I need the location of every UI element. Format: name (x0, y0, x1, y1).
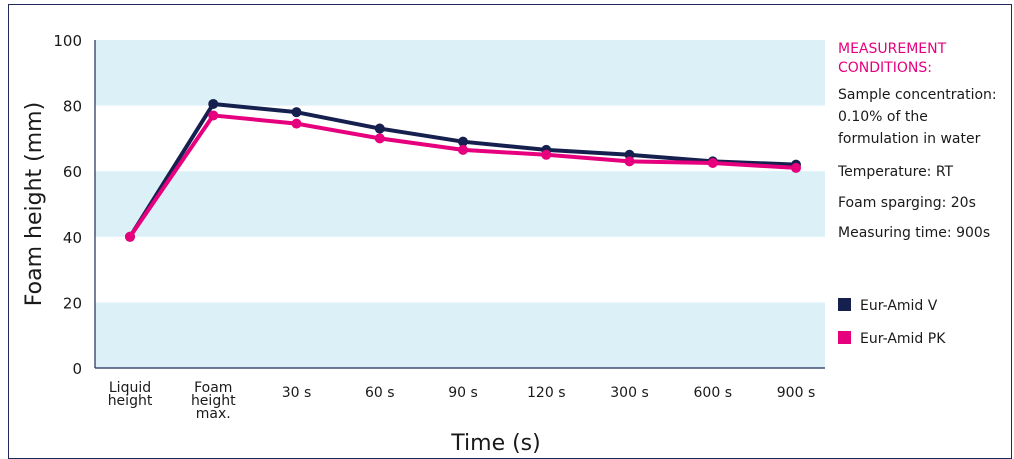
y-tick-label: 0 (72, 360, 82, 378)
notes-line-3: formulation in water (838, 131, 981, 147)
data-point (624, 156, 635, 167)
legend-swatch-eur-amid-v (838, 298, 851, 311)
y-tick-labels: 0 20 40 60 80 100 (53, 32, 82, 378)
data-point (541, 149, 552, 160)
data-point (458, 144, 468, 155)
notes-heading-line-1: MEASUREMENT (838, 41, 947, 57)
x-tick-label: 60 s (365, 385, 395, 401)
x-tick-label: 120 s (527, 385, 565, 401)
data-point (458, 136, 468, 147)
x-tick-label: max. (196, 406, 231, 422)
x-tick-label: 90 s (448, 385, 478, 401)
band-2 (95, 40, 825, 106)
x-tick-label: height (108, 393, 153, 409)
background-bands (95, 40, 825, 368)
data-point (208, 98, 219, 109)
x-tick-label: 300 s (610, 385, 648, 401)
y-tick-label: 40 (63, 229, 82, 247)
data-point (291, 118, 302, 129)
notes-line-2: 0.10% of the (838, 109, 928, 125)
data-point (707, 158, 718, 168)
y-tick-label: 20 (63, 294, 82, 312)
data-point (374, 133, 385, 144)
x-tick-label: 600 s (694, 385, 732, 401)
axes (94, 40, 825, 369)
x-tick-label: Foam (194, 380, 232, 396)
legend: Eur-Amid V Eur-Amid PK (838, 298, 946, 347)
x-tick-label: 900 s (777, 385, 815, 401)
notes-line-4: Temperature: RT (837, 164, 954, 180)
x-tick-label: Liquid (109, 380, 151, 396)
series-lines (125, 98, 801, 242)
x-tick-label: height (191, 393, 236, 409)
notes-line-1: Sample concentration: (838, 87, 997, 103)
x-axis-title: Time (s) (450, 431, 540, 456)
legend-swatch-eur-amid-pk (838, 331, 851, 344)
band-1 (95, 171, 825, 237)
data-point (374, 123, 385, 134)
notes-heading-line-2: CONDITIONS: (838, 60, 932, 76)
band-0 (95, 302, 825, 368)
y-tick-label: 100 (53, 32, 82, 50)
data-point (125, 231, 135, 242)
y-axis-title: Foam height (mm) (22, 102, 47, 306)
y-tick-label: 60 (63, 163, 82, 181)
x-tick-label: 30 s (282, 385, 312, 401)
legend-label-eur-amid-pk: Eur-Amid PK (860, 331, 946, 347)
y-tick-label: 80 (63, 98, 82, 116)
notes-line-6: Measuring time: 900s (838, 225, 990, 241)
measurement-conditions: MEASUREMENT CONDITIONS: Sample concentra… (837, 41, 997, 241)
data-point (791, 162, 801, 173)
legend-label-eur-amid-v: Eur-Amid V (860, 298, 938, 314)
data-point (291, 107, 302, 118)
data-point (208, 110, 219, 121)
notes-line-5: Foam sparging: 20s (838, 195, 976, 211)
